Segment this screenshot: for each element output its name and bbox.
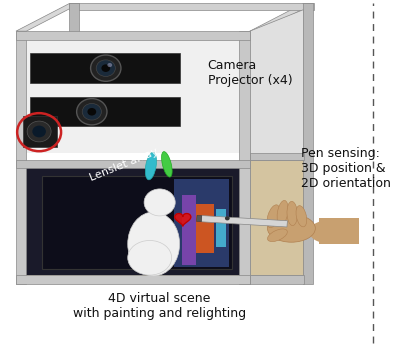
Bar (69, 3, 79, 85)
Bar (196, 204, 215, 253)
Ellipse shape (287, 201, 298, 226)
Polygon shape (16, 3, 80, 31)
Bar (240, 31, 250, 284)
Text: Lenslet array: Lenslet array (88, 146, 159, 183)
Polygon shape (201, 216, 287, 227)
Bar (319, 218, 359, 244)
Circle shape (32, 126, 46, 137)
Circle shape (90, 55, 121, 81)
Circle shape (88, 108, 96, 116)
Text: Camera
Projector (x4): Camera Projector (x4) (208, 59, 292, 87)
Bar (182, 195, 196, 265)
Ellipse shape (145, 152, 157, 180)
Polygon shape (196, 215, 202, 222)
Bar (16, 31, 26, 284)
Circle shape (27, 121, 51, 142)
Ellipse shape (162, 152, 172, 177)
Polygon shape (250, 3, 314, 31)
Ellipse shape (268, 215, 315, 242)
Bar (26, 168, 250, 275)
Text: 4D virtual scene
with painting and relighting: 4D virtual scene with painting and relig… (73, 292, 246, 320)
Bar (16, 160, 250, 168)
Ellipse shape (296, 206, 307, 227)
Ellipse shape (268, 229, 287, 242)
Bar (30, 97, 180, 126)
Circle shape (76, 99, 107, 125)
Bar (26, 40, 250, 153)
Bar (173, 179, 229, 267)
Circle shape (96, 60, 115, 76)
Bar (16, 275, 250, 284)
Bar (42, 176, 231, 269)
Ellipse shape (128, 240, 172, 275)
Circle shape (225, 216, 230, 220)
Ellipse shape (267, 205, 280, 228)
Polygon shape (69, 3, 314, 10)
Bar (26, 275, 250, 284)
Bar (23, 116, 57, 147)
Bar (16, 31, 250, 40)
Bar (215, 209, 226, 247)
Circle shape (82, 103, 102, 120)
Text: Pen sensing:
3D position &
2D orientation: Pen sensing: 3D position & 2D orientatio… (301, 147, 391, 190)
Ellipse shape (144, 189, 175, 216)
Circle shape (107, 63, 112, 67)
Circle shape (102, 64, 110, 72)
Polygon shape (250, 160, 303, 275)
Polygon shape (250, 10, 303, 160)
Polygon shape (250, 275, 304, 284)
Ellipse shape (147, 208, 166, 229)
Bar (303, 3, 313, 284)
Ellipse shape (309, 221, 345, 243)
Ellipse shape (277, 200, 288, 225)
Polygon shape (250, 153, 304, 160)
Bar (30, 53, 180, 83)
Polygon shape (175, 213, 191, 226)
Ellipse shape (128, 212, 180, 276)
